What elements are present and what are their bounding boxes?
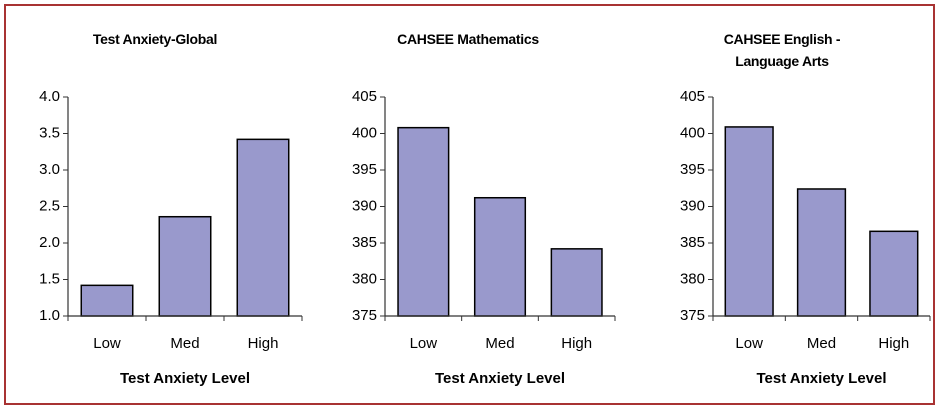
- y-tick-label: 3.5: [39, 124, 60, 141]
- bar: [473, 196, 527, 317]
- y-tick-label: 395: [680, 161, 705, 178]
- y-tick-label: 1.0: [39, 307, 60, 324]
- bar: [796, 188, 847, 317]
- y-tick-label: 390: [352, 197, 377, 214]
- y-tick-label: 405: [352, 88, 377, 105]
- y-tick-label: 385: [680, 234, 705, 251]
- y-tick-label: 380: [680, 270, 705, 287]
- x-tick-label: Med: [485, 335, 514, 352]
- bar: [397, 126, 450, 317]
- x-axis-title: Test Anxiety Level: [756, 370, 886, 387]
- y-tick-label: 400: [680, 124, 705, 141]
- y-tick-label: 380: [352, 270, 377, 287]
- y-tick-label: 395: [352, 161, 377, 178]
- y-tick-label: 1.5: [39, 270, 60, 287]
- bar: [158, 215, 212, 317]
- x-tick-label: High: [878, 335, 909, 352]
- chart-title: Test Anxiety-Global: [92, 31, 218, 47]
- frame: [4, 4, 935, 405]
- y-tick-label: 375: [352, 307, 377, 324]
- bar: [80, 284, 134, 317]
- bar: [550, 248, 603, 317]
- y-tick-label: 2.5: [39, 197, 60, 214]
- chart-title: CAHSEE Mathematics: [397, 31, 539, 47]
- x-axis-title: Test Anxiety Level: [120, 370, 250, 387]
- x-tick-label: Low: [410, 335, 438, 352]
- bar: [236, 138, 290, 317]
- x-tick-label: High: [248, 335, 279, 352]
- y-tick-label: 400: [352, 124, 377, 141]
- y-tick-label: 385: [352, 234, 377, 251]
- x-tick-label: Med: [170, 335, 199, 352]
- y-tick-label: 390: [680, 197, 705, 214]
- y-tick-label: 4.0: [39, 88, 60, 105]
- x-tick-label: Low: [93, 335, 121, 352]
- y-tick-label: 2.0: [39, 234, 60, 251]
- x-tick-label: Med: [807, 335, 836, 352]
- x-axis-title: Test Anxiety Level: [435, 370, 565, 387]
- bar: [724, 126, 774, 317]
- chart-title: CAHSEE English - Language Arts: [723, 31, 841, 69]
- y-tick-label: 405: [680, 88, 705, 105]
- x-tick-label: High: [561, 335, 592, 352]
- y-tick-label: 375: [680, 307, 705, 324]
- bar: [869, 230, 919, 317]
- y-tick-label: 3.0: [39, 161, 60, 178]
- x-tick-label: Low: [735, 335, 763, 352]
